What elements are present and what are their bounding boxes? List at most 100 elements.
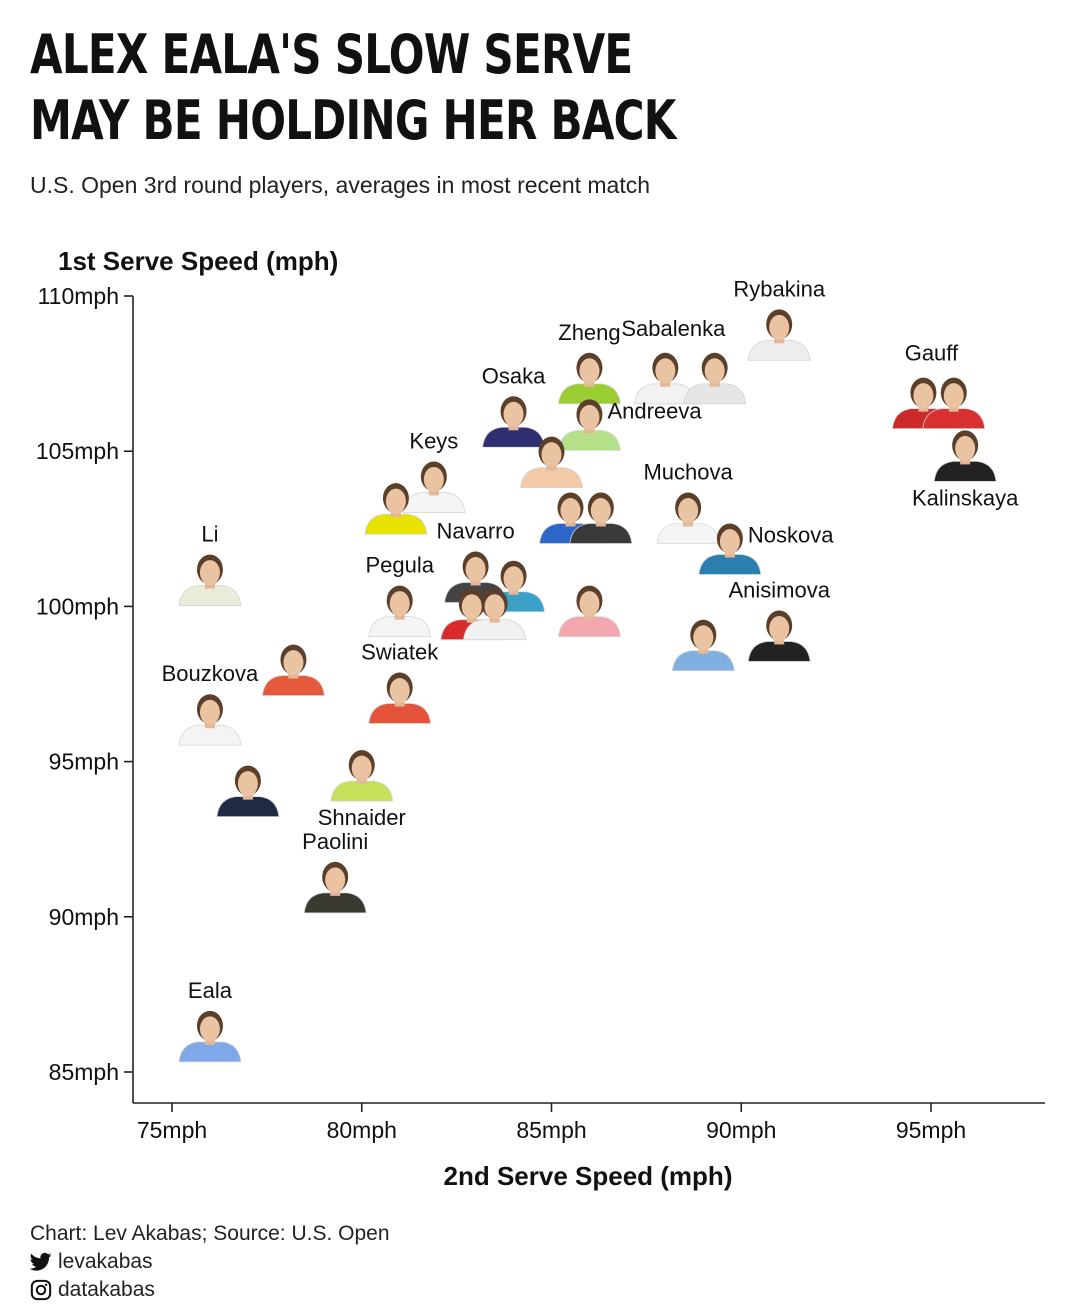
- player-face: [199, 1016, 220, 1042]
- player-shirt: [368, 616, 432, 638]
- instagram-handle: datakabas: [58, 1278, 155, 1301]
- x-tick-label: 75mph: [137, 1117, 207, 1143]
- player-point: Swiatek: [361, 640, 439, 724]
- player-face: [199, 699, 220, 725]
- player-face: [769, 314, 790, 340]
- player-point: Bouzkova: [162, 661, 259, 746]
- player-label: Li: [201, 522, 218, 547]
- player-point: [364, 483, 428, 535]
- player-shirt: [933, 461, 997, 482]
- player-face: [484, 594, 505, 620]
- player-label: Andreeva: [607, 398, 702, 423]
- player-shirt: [261, 675, 325, 696]
- y-tick-label: 85mph: [49, 1059, 119, 1085]
- player-point: Sabalenka: [621, 316, 726, 405]
- player-face: [590, 497, 611, 523]
- scatter-chart: 85mph 90mph 95mph 100mph 105mph 110mph 75mph 80…: [36, 246, 1045, 1191]
- y-axis-title: 1st Serve Speed (mph): [58, 246, 338, 276]
- player-shirt: [558, 616, 621, 638]
- chart-footer: Chart: Lev Akabas; Source: U.S. Open lev…: [30, 1220, 390, 1304]
- chart-points: Rybakina Zheng Sabalenka Gauff Osaka Andreeva…: [162, 276, 1019, 1063]
- player-face: [351, 755, 372, 781]
- player-shirt: [216, 796, 280, 818]
- player-face: [503, 566, 524, 592]
- chart-subtitle: U.S. Open 3rd round players, averages in…: [30, 172, 651, 198]
- player-face: [465, 556, 486, 582]
- player-face: [283, 650, 304, 676]
- player-point: [520, 436, 583, 489]
- player-face: [389, 678, 410, 704]
- player-face: [325, 867, 346, 893]
- player-face: [719, 529, 740, 555]
- player-shirt: [747, 339, 811, 361]
- player-point: [569, 492, 633, 544]
- player-face: [678, 497, 699, 523]
- player-point: Osaka: [482, 363, 546, 448]
- x-tick-label: 85mph: [516, 1117, 586, 1143]
- chart-axes: 85mph 90mph 95mph 100mph 105mph 110mph 75mph 80…: [36, 246, 1045, 1191]
- player-face: [579, 404, 600, 430]
- x-axis-title: 2nd Serve Speed (mph): [444, 1161, 733, 1191]
- player-point: Noskova: [698, 523, 834, 575]
- player-point: Muchova: [643, 459, 734, 544]
- player-shirt: [463, 619, 527, 641]
- player-face: [579, 591, 600, 617]
- y-tick-label: 110mph: [38, 283, 119, 309]
- player-label: Paolini: [302, 829, 368, 854]
- player-shirt: [520, 467, 583, 489]
- twitter-bird-icon: [30, 1252, 52, 1271]
- twitter-handle-row[interactable]: levakabas: [30, 1248, 390, 1276]
- player-label: Noskova: [748, 523, 834, 548]
- player-shirt: [558, 383, 621, 405]
- player-shirt: [683, 383, 747, 405]
- player-point: Pegula: [365, 553, 435, 638]
- player-shirt: [671, 650, 735, 672]
- x-tick-label: 95mph: [896, 1117, 966, 1143]
- player-face: [943, 383, 964, 409]
- y-tick-label: 100mph: [36, 593, 119, 619]
- player-shirt: [698, 554, 762, 575]
- player-point: Kalinskaya: [912, 430, 1019, 510]
- player-label: Osaka: [482, 363, 546, 388]
- instagram-icon: [30, 1279, 52, 1301]
- player-point: [558, 585, 621, 638]
- player-face: [461, 594, 482, 620]
- title-line-2: MAY BE HOLDING HER BACK: [30, 89, 676, 152]
- player-face: [704, 358, 725, 384]
- player-point: Keys: [402, 428, 466, 513]
- player-point: [261, 644, 325, 696]
- player-face: [237, 771, 258, 797]
- player-shirt: [330, 780, 394, 802]
- player-label: Pegula: [365, 553, 434, 578]
- player-face: [579, 358, 600, 384]
- player-shirt: [368, 703, 432, 724]
- player-point: Rybakina: [733, 276, 826, 361]
- player-label: Zheng: [558, 320, 620, 345]
- player-label: Bouzkova: [162, 661, 259, 686]
- x-tick-label: 80mph: [327, 1117, 397, 1143]
- player-shirt: [178, 585, 242, 606]
- player-face: [541, 442, 562, 468]
- player-face: [913, 383, 934, 409]
- player-shirt: [922, 408, 986, 430]
- player-label: Gauff: [905, 341, 959, 366]
- player-label: Rybakina: [733, 276, 825, 301]
- player-point: Andreeva: [558, 398, 702, 451]
- player-face: [769, 615, 790, 641]
- player-face: [199, 560, 220, 586]
- player-point: Gauff: [891, 341, 959, 430]
- player-point: Zheng: [558, 320, 621, 405]
- y-tick-label: 95mph: [49, 749, 119, 775]
- player-label: Swiatek: [361, 640, 439, 665]
- player-face: [385, 488, 406, 514]
- player-shirt: [569, 523, 633, 544]
- instagram-handle-row[interactable]: datakabas: [30, 1276, 390, 1304]
- player-face: [389, 591, 410, 617]
- player-label: Shnaider: [318, 805, 406, 830]
- player-point: [671, 619, 735, 672]
- y-tick-label: 90mph: [49, 904, 119, 930]
- player-point: [922, 377, 986, 430]
- player-shirt: [178, 724, 242, 746]
- player-point: Anisimova: [728, 577, 831, 662]
- x-tick-label: 90mph: [706, 1117, 776, 1143]
